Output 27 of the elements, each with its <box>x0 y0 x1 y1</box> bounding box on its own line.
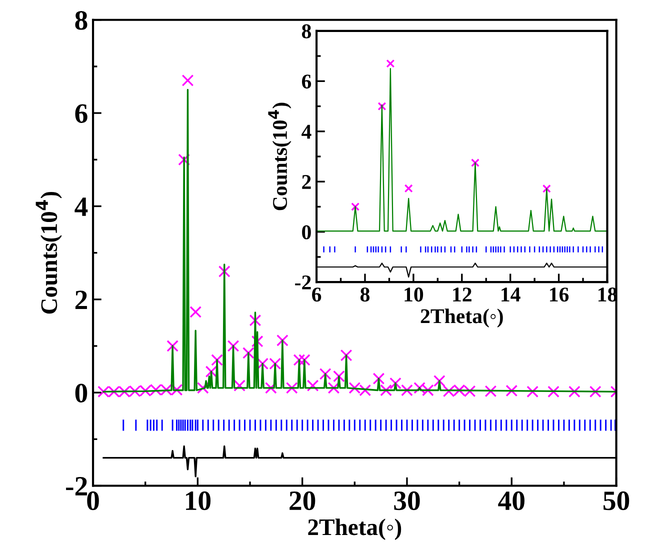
x-tick-label: 8 <box>360 288 370 302</box>
y-tick-label: 6 <box>302 74 312 89</box>
y-axis-title: Counts(10$^{4}$) <box>268 102 292 210</box>
y-tick-label: 8 <box>75 11 88 30</box>
y-tick-label: 4 <box>302 124 312 139</box>
x-tick-label: 16 <box>550 288 569 302</box>
x-tick-label: 12 <box>453 288 472 302</box>
y-axis-title: Counts(10$^{4}$) <box>36 192 62 314</box>
y-tick-label: 4 <box>74 198 88 216</box>
y-tick-label: 8 <box>302 24 311 38</box>
x-tick-label: 6 <box>312 288 322 302</box>
x-tick-label: 30 <box>394 491 420 510</box>
y-tick-label: 2 <box>75 290 87 310</box>
x-axis-title: 2Theta(◦) <box>308 518 402 540</box>
y-tick-label: -2 <box>66 477 87 496</box>
y-tick-label: 2 <box>302 175 311 189</box>
y-tick-label: 0 <box>75 384 88 402</box>
x-tick-label: 40 <box>498 491 524 510</box>
y-tick-label: -2 <box>295 276 311 290</box>
x-tick-label: 10 <box>404 288 424 302</box>
y-tick-label: 6 <box>75 104 88 123</box>
x-axis-title: 2Theta(◦) <box>420 308 503 328</box>
x-tick-label: 10 <box>186 491 211 510</box>
x-tick-label: 20 <box>290 491 316 510</box>
x-tick-label: 50 <box>604 491 630 510</box>
y-tick-label: 0 <box>302 225 311 240</box>
x-tick-label: 14 <box>502 288 520 302</box>
